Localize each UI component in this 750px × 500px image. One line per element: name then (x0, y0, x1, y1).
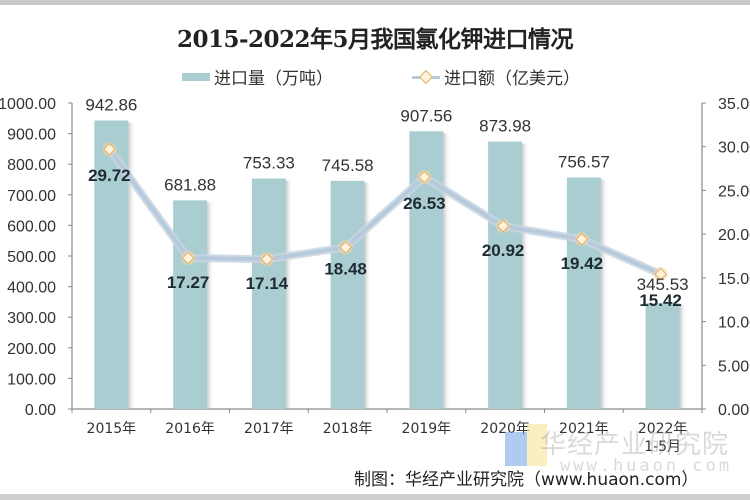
line-marker (575, 232, 589, 246)
line-marker (339, 241, 352, 254)
legend-label-value: 进口额（亿美元） (444, 69, 580, 89)
legend-label-volume: 进口量（万吨） (214, 69, 333, 89)
line-value-label: 19.42 (561, 254, 604, 273)
line-value-label: 26.53 (403, 194, 446, 213)
bar-value-label: 753.33 (243, 153, 295, 172)
bar (173, 200, 208, 409)
right-axis-tick-label: 10.00 (718, 315, 750, 332)
left-axis-tick-label: 400.00 (7, 280, 56, 297)
left-axis-tick-label: 300.00 (7, 310, 56, 327)
chart-title: 2015-2022年5月我国氯化钾进口情况 (176, 26, 574, 53)
category-label: 2015年 (87, 421, 137, 437)
source-note: 制图：华经产业研究院（www.huaon.com） (354, 470, 699, 490)
import-value-line (107, 147, 662, 277)
left-axis-tick-label: 100.00 (7, 371, 56, 388)
legend: 进口量（万吨） 进口额（亿美元） (0, 64, 750, 89)
category-label: 2022年 (638, 421, 688, 437)
bar (645, 303, 680, 409)
line-marker (181, 251, 195, 265)
watermark-logo-yellow (527, 424, 547, 466)
bar (330, 180, 365, 409)
left-axis-tick-label: 500.00 (7, 249, 56, 266)
left-axis-tick-label: 800.00 (7, 157, 56, 174)
left-axis-tick-label: 0.00 (25, 402, 56, 419)
category-label: 1-5月 (644, 439, 681, 455)
line-value-label: 29.72 (88, 166, 131, 185)
left-axis-tick-label: 700.00 (7, 188, 56, 205)
right-axis-tick-label: 35.00 (718, 96, 750, 113)
category-label: 2019年 (402, 421, 452, 437)
left-axis-tick-label: 200.00 (7, 341, 56, 358)
bottom-border (0, 494, 750, 500)
line-marker (418, 170, 431, 184)
left-axis-tick-label: 600.00 (7, 218, 56, 235)
bar-value-label: 745.58 (322, 156, 374, 175)
right-axis-tick-label: 30.00 (718, 140, 750, 157)
bar-value-label: 681.88 (164, 175, 216, 194)
bar (566, 177, 601, 409)
line-marker (103, 142, 116, 156)
left-axis-tick-label: 1000.00 (0, 96, 56, 113)
watermark-url: www.huaon.com (560, 456, 733, 476)
bar-value-label: 345.53 (637, 275, 689, 294)
category-label: 2016年 (165, 421, 215, 437)
category-label: 2018年 (323, 421, 373, 437)
right-axis-tick-label: 25.00 (718, 183, 750, 200)
top-border (0, 0, 750, 5)
line-value-label: 20.92 (482, 241, 525, 260)
bar-value-label: 907.56 (400, 106, 452, 125)
line-marker (654, 267, 667, 281)
bar (488, 141, 523, 409)
legend-item-import-value: 进口额（亿美元） (412, 64, 580, 89)
right-axis-tick-label: 15.00 (718, 271, 750, 288)
bar-value-label: 756.57 (558, 152, 610, 171)
watermark-logo-blue (505, 432, 527, 466)
line-value-label: 17.27 (167, 273, 210, 292)
right-axis-tick-label: 5.00 (718, 358, 749, 375)
legend-item-import-volume: 进口量（万吨） (182, 64, 333, 89)
right-axis-tick-label: 0.00 (718, 402, 749, 419)
line-marker (496, 219, 510, 233)
category-label: 2021年 (559, 421, 609, 437)
category-label: 2017年 (244, 421, 294, 437)
line-value-label: 17.14 (246, 274, 289, 293)
line-marker-swatch-icon (412, 69, 440, 84)
line-value-label: 18.48 (324, 259, 367, 278)
line-value-label: 15.42 (639, 291, 682, 310)
left-axis-tick-label: 900.00 (7, 127, 56, 144)
right-axis-tick-label: 20.00 (718, 227, 750, 244)
bar-value-label: 873.98 (479, 117, 531, 136)
bar (251, 178, 286, 409)
bar-swatch-icon (182, 72, 210, 81)
watermark-text: 华经产业研究院 (540, 430, 730, 460)
line-marker (260, 252, 274, 266)
bar-value-label: 942.86 (85, 95, 137, 114)
